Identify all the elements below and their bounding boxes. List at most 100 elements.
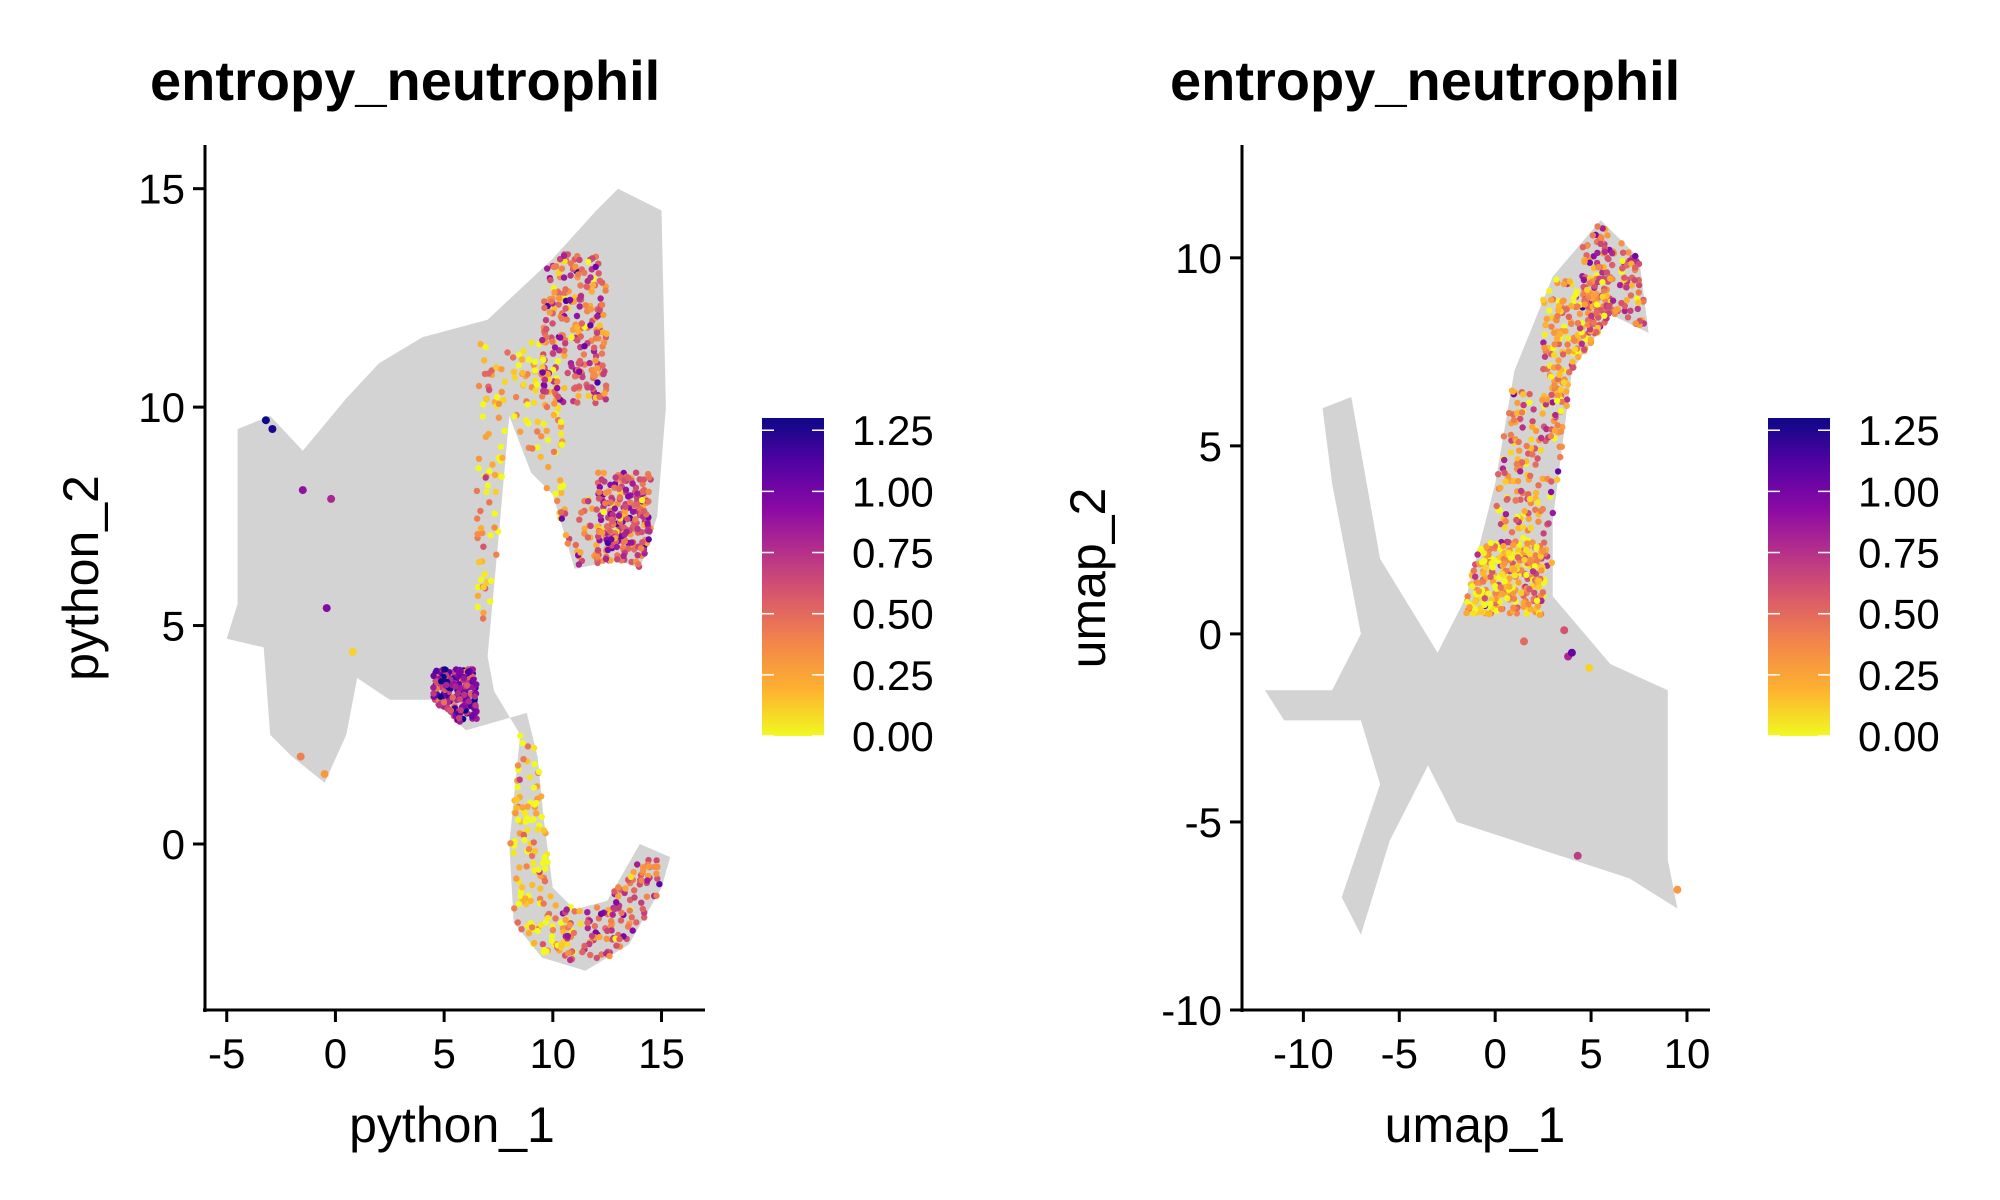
colorbar-tick-label: 0.75 [1858, 530, 1940, 577]
data-point [1603, 269, 1611, 276]
data-point [1520, 401, 1527, 409]
data-point [551, 400, 558, 407]
data-point [593, 365, 601, 372]
data-point [602, 555, 610, 563]
colorbar-tick-label: 1.25 [1858, 407, 1940, 454]
data-point [1514, 554, 1522, 561]
data-point [1518, 409, 1526, 416]
data-point [552, 490, 559, 497]
data-point [1517, 589, 1525, 597]
data-point [1581, 301, 1589, 308]
data-point [1517, 468, 1524, 475]
data-point [514, 816, 522, 823]
data-point [1597, 240, 1604, 247]
data-point [438, 678, 445, 685]
data-point [578, 320, 585, 327]
data-point [1516, 447, 1523, 454]
data-point [489, 461, 496, 468]
data-point [558, 315, 566, 322]
data-point [531, 399, 538, 406]
data-point [1557, 386, 1565, 393]
data-point [634, 525, 641, 533]
data-point [576, 303, 583, 310]
data-point [547, 276, 554, 284]
data-point [1472, 598, 1479, 605]
x-tick-label: 5 [1579, 1030, 1602, 1077]
data-point [1529, 568, 1537, 575]
data-point [544, 858, 551, 866]
data-point [560, 274, 568, 281]
data-point [1526, 585, 1533, 593]
data-point [1537, 447, 1545, 454]
data-point [1623, 297, 1631, 304]
data-point [571, 385, 578, 392]
data-point [1632, 252, 1639, 260]
data-point [597, 295, 604, 302]
data-point [1523, 571, 1530, 578]
data-point [602, 287, 609, 294]
y-axis-label-left: python_2 [53, 475, 109, 681]
data-point [524, 827, 531, 834]
data-point [636, 476, 643, 483]
data-point [574, 323, 581, 331]
data-point [1543, 315, 1551, 323]
data-point [1594, 249, 1601, 257]
data-point [645, 863, 652, 870]
data-point [1539, 475, 1547, 482]
data-point [481, 370, 489, 378]
data-point [585, 498, 592, 505]
data-point [638, 497, 646, 504]
data-point [464, 668, 472, 676]
data-point [579, 948, 586, 956]
data-point [588, 288, 595, 295]
data-point [1616, 281, 1624, 289]
data-point [549, 926, 557, 934]
x-tick-label: 0 [324, 1030, 347, 1077]
data-point [539, 941, 547, 948]
data-point [525, 356, 533, 363]
data-point [1521, 507, 1528, 515]
data-point [1501, 456, 1508, 464]
data-point [1551, 382, 1558, 389]
data-point [597, 910, 605, 918]
data-point [1480, 570, 1487, 577]
data-point [1601, 312, 1608, 319]
data-point [525, 930, 533, 937]
data-point [530, 816, 537, 823]
data-point [511, 413, 518, 420]
data-point [607, 917, 615, 925]
data-point [524, 803, 531, 810]
data-point [522, 895, 529, 902]
data-point [582, 302, 589, 309]
data-point [634, 552, 641, 559]
data-point [557, 334, 564, 341]
data-point [637, 545, 645, 552]
data-point [541, 853, 548, 861]
data-point [1547, 296, 1555, 304]
data-point [621, 538, 628, 545]
data-point [495, 400, 503, 407]
data-point [1532, 489, 1540, 496]
data-point [474, 515, 481, 522]
data-point [539, 364, 546, 371]
data-point [540, 420, 547, 427]
data-point [576, 516, 583, 523]
data-point [541, 304, 548, 312]
data-point [1546, 307, 1553, 314]
data-point [480, 401, 487, 408]
data-point [643, 893, 651, 900]
data-point [268, 425, 277, 433]
data-point [1529, 418, 1536, 425]
data-point [493, 364, 500, 371]
data-point [484, 482, 492, 489]
data-point [520, 347, 527, 355]
data-point [261, 416, 270, 425]
data-point [577, 549, 584, 556]
data-point [1551, 427, 1559, 434]
data-point [1632, 264, 1639, 271]
data-point [1487, 539, 1495, 547]
data-point [460, 674, 468, 682]
data-point [1527, 524, 1534, 532]
y-tick-label: 5 [1199, 423, 1222, 470]
data-point [558, 441, 566, 448]
